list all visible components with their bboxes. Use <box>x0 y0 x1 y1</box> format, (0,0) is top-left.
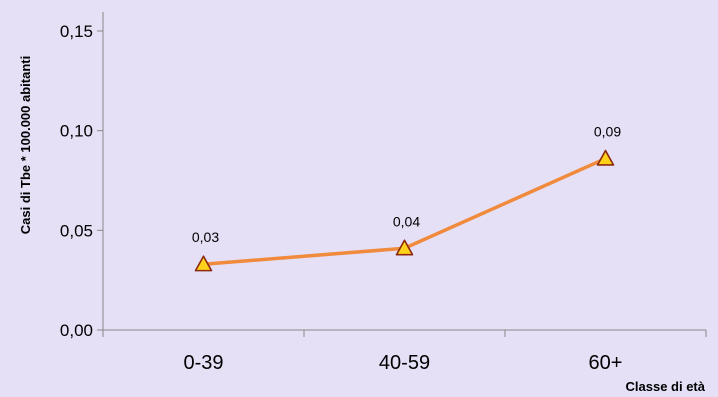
data-point-marker <box>194 255 213 272</box>
data-point-marker <box>395 239 414 256</box>
x-tick-label: 60+ <box>589 352 623 374</box>
data-markers <box>194 149 615 272</box>
y-axis-ticks: 0,00 0,05 0,10 0,15 <box>60 22 103 340</box>
x-axis-title: Classe di età <box>626 379 706 394</box>
x-tick-label: 0-39 <box>183 352 223 374</box>
data-point-marker <box>596 149 615 166</box>
y-tick-label: 0,15 <box>60 22 93 41</box>
data-label: 0,03 <box>192 229 219 245</box>
data-label: 0,04 <box>393 213 420 229</box>
x-tick-label: 40-59 <box>379 352 430 374</box>
y-tick-label: 0,10 <box>60 122 93 141</box>
y-axis-title: Casi di Tbe * 100.000 abitanti <box>18 56 33 234</box>
data-labels: 0,03 0,04 0,09 <box>192 124 621 246</box>
y-tick-label: 0,00 <box>60 321 93 340</box>
data-label: 0,09 <box>594 124 621 140</box>
x-axis-ticks: 0-39 40-59 60+ <box>102 330 707 374</box>
y-tick-label: 0,05 <box>60 221 93 240</box>
